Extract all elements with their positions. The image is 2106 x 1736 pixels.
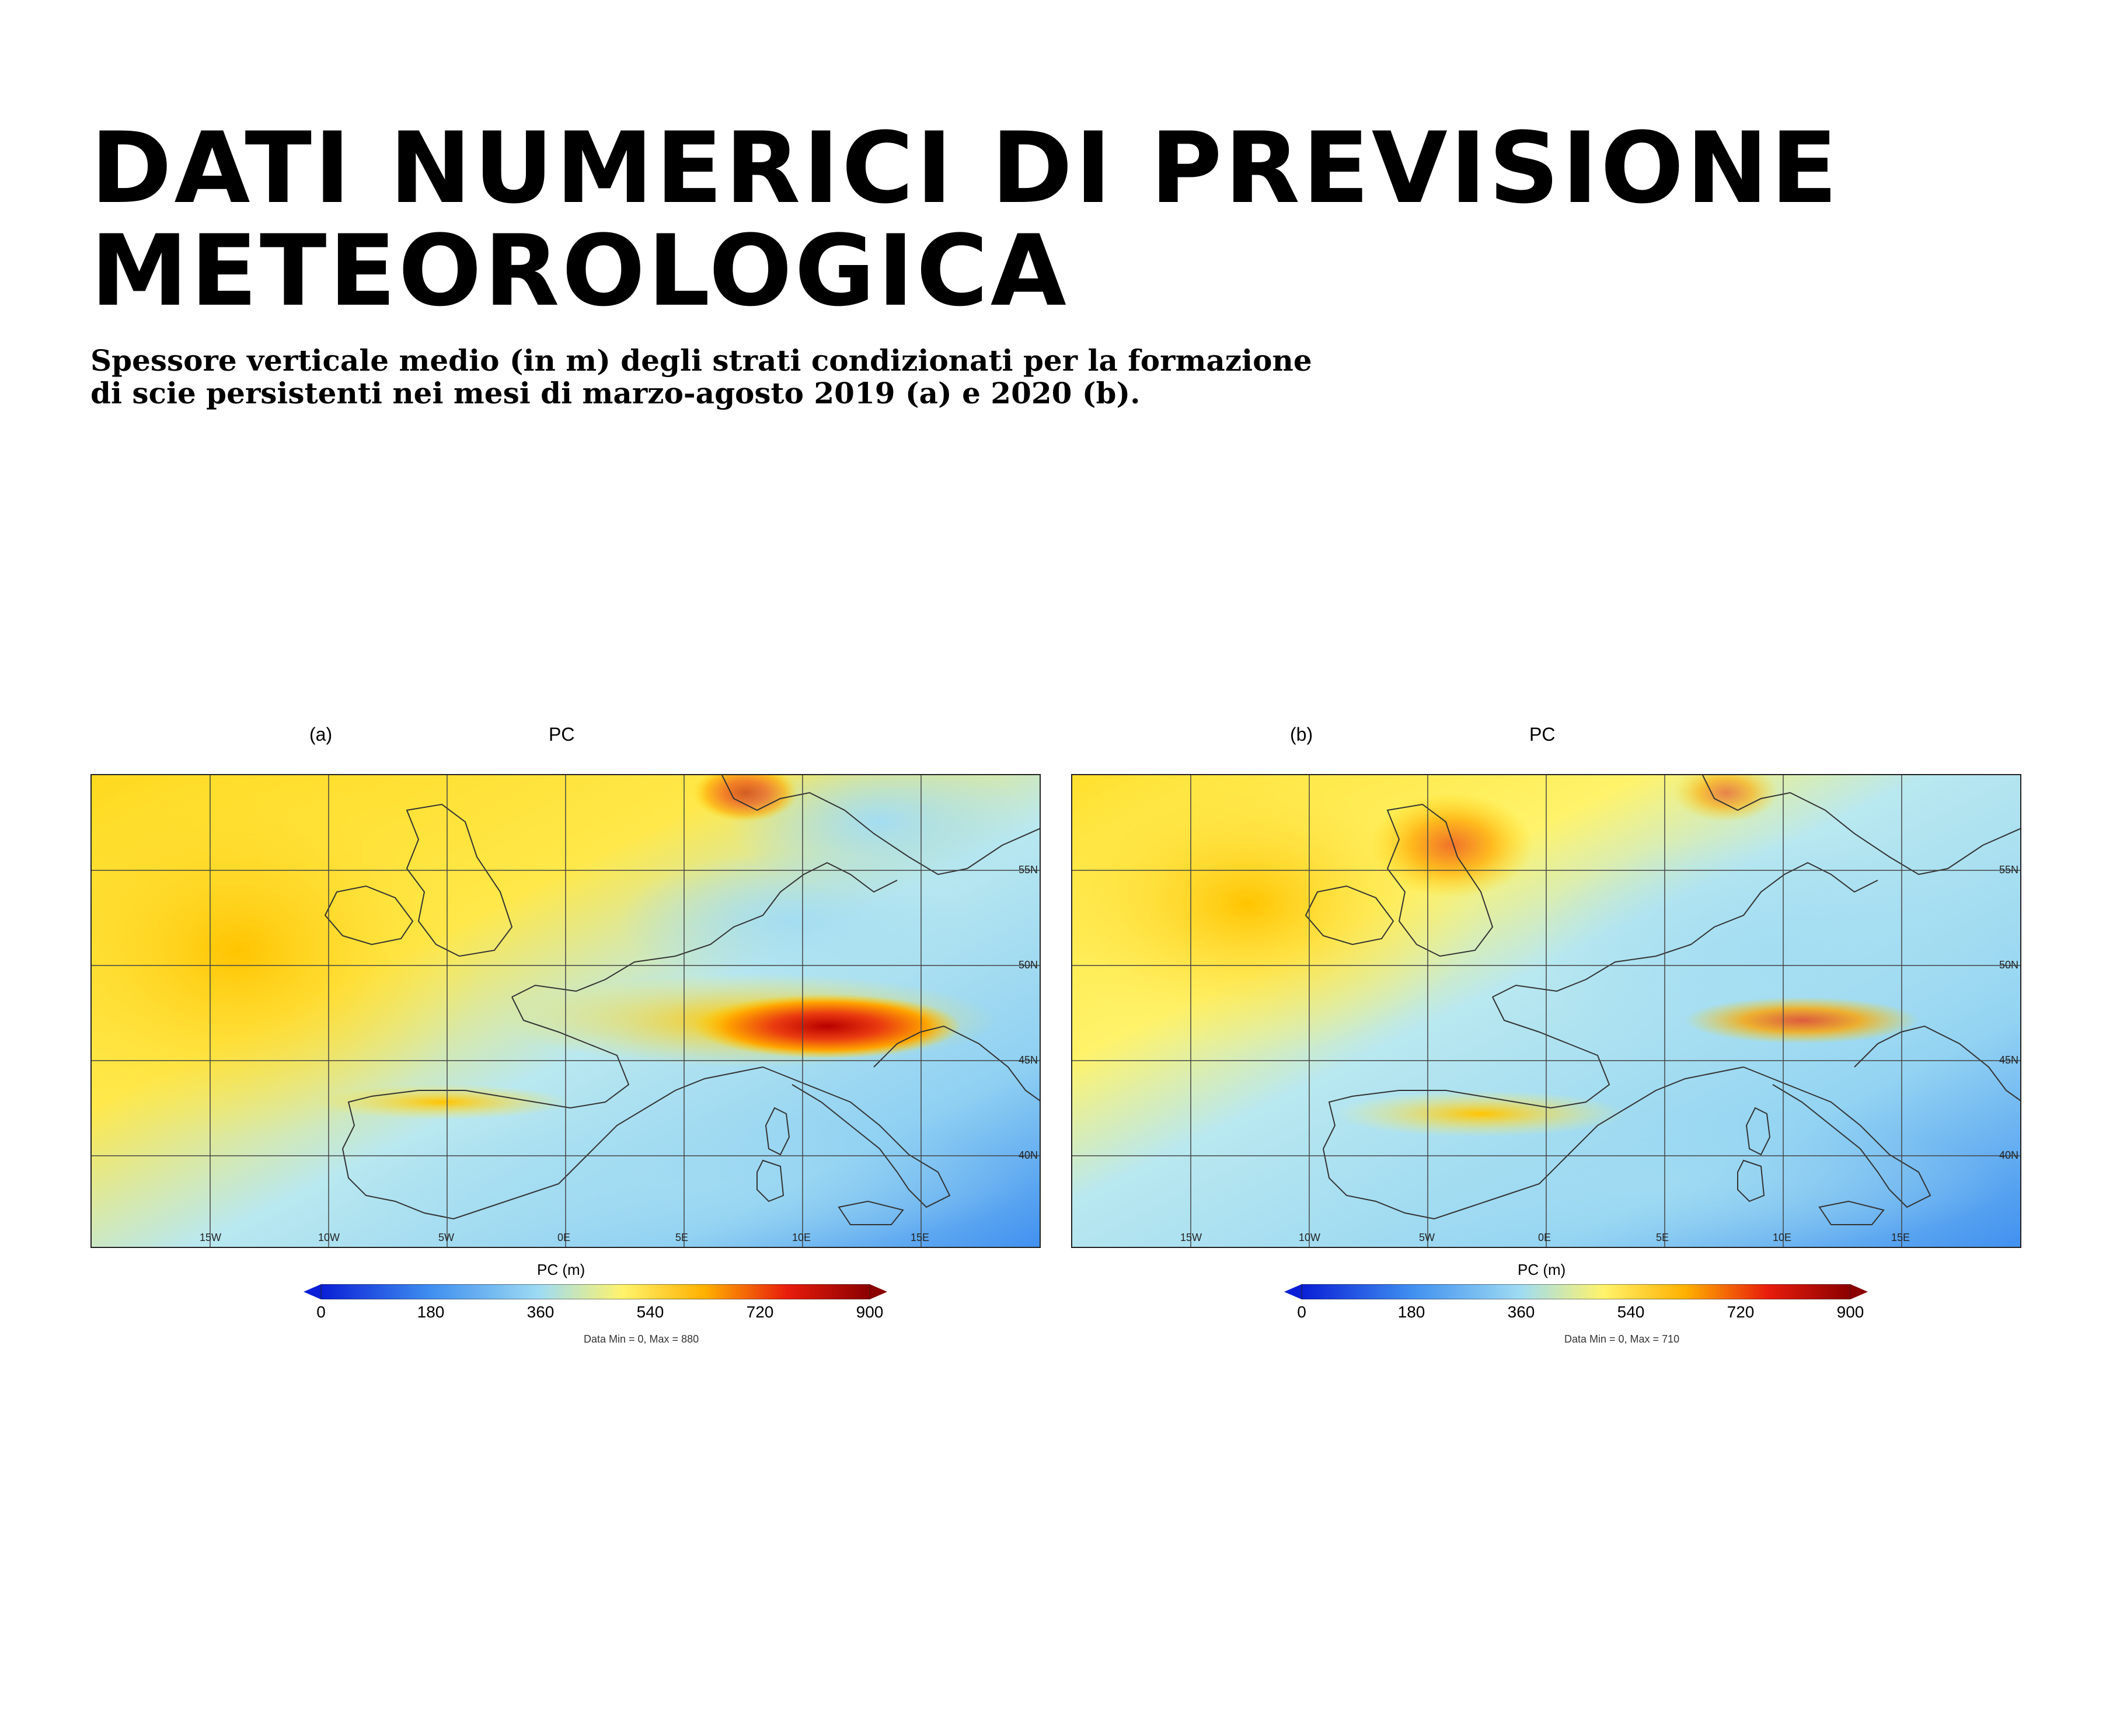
panel-variable: PC <box>1529 724 1556 745</box>
colorbar-min-arrow <box>304 1284 321 1299</box>
lon-label: 10E <box>792 1232 811 1243</box>
data-min-max: Data Min = 0, Max = 880 <box>584 1333 699 1345</box>
lat-label: 50N <box>1019 959 1038 971</box>
lon-label: 5W <box>438 1232 454 1243</box>
warm-area <box>92 775 483 1137</box>
coastlines <box>1305 775 2020 1225</box>
contrail-thickness-map: 15W 10W 5W 0E 5E 10E 15E 55N 50N 45N 40N <box>1072 775 2020 1247</box>
hotspot-north <box>1673 775 1779 822</box>
lat-label: 55N <box>1999 864 2018 876</box>
colorbar-ticks: 0 180 360 540 720 900 <box>1281 1303 1871 1326</box>
colorbar <box>1284 1284 1868 1299</box>
caption-line-2: di scie persistenti nei mesi di marzo-ag… <box>90 376 1141 410</box>
colorbar-tick: 0 <box>1297 1303 1306 1321</box>
colorbar-tick: 720 <box>746 1303 774 1321</box>
figure-caption: Spessore verticale medio (in m) degli st… <box>90 344 1491 410</box>
lat-label: 40N <box>1999 1149 2018 1161</box>
colorbar-title: PC (m) <box>537 1261 585 1278</box>
colorbar-min-arrow <box>1284 1284 1302 1299</box>
cool-area <box>728 775 1031 892</box>
lat-label: 45N <box>1999 1054 2018 1066</box>
panel-label: (b) <box>1290 724 1313 745</box>
colorbar-ticks: 0 180 360 540 720 900 <box>301 1303 890 1326</box>
lon-label: 5E <box>1656 1232 1669 1243</box>
lon-label: 10W <box>1299 1232 1320 1243</box>
lon-label: 15E <box>1891 1232 1910 1243</box>
colorbar-max-arrow <box>870 1284 887 1299</box>
warm-iberia <box>313 1085 570 1120</box>
lon-label: 15W <box>1180 1232 1202 1243</box>
lon-label: 0E <box>557 1232 570 1243</box>
cool-south <box>325 1114 1026 1247</box>
colorbar-tick: 540 <box>636 1303 664 1321</box>
colorbar <box>304 1284 887 1299</box>
colorbar-tick: 180 <box>1397 1303 1425 1321</box>
colorbar-tick: 540 <box>1617 1303 1645 1321</box>
lon-label: 10E <box>1773 1232 1791 1243</box>
lon-label: 0E <box>1538 1232 1551 1243</box>
lon-label: 5W <box>1419 1232 1435 1243</box>
lat-label: 55N <box>1019 864 1038 876</box>
panel-label: (a) <box>309 724 333 745</box>
graticule <box>92 775 1040 1247</box>
colorbar-title: PC (m) <box>1518 1261 1566 1278</box>
data-min-max: Data Min = 0, Max = 710 <box>1564 1333 1680 1345</box>
caption-line-1: Spessore verticale medio (in m) degli st… <box>90 343 1312 378</box>
page-title: DATI NUMERICI DI PREVISIONE METEOROLOGIC… <box>90 117 1840 322</box>
hotspot-alps <box>1685 997 1919 1044</box>
hotspot-north <box>693 775 798 822</box>
lat-label: 45N <box>1019 1054 1038 1066</box>
graticule <box>1072 775 2020 1247</box>
colorbar-tick: 900 <box>856 1303 884 1321</box>
lon-label: 5E <box>675 1232 688 1243</box>
contrail-thickness-map: 15W 10W 5W 0E 5E 10E 15E 55N 50N 45N 40N <box>92 775 1040 1247</box>
lon-label: 10W <box>318 1232 340 1243</box>
hotspot-scotland <box>1370 793 1533 898</box>
map-frame: 15W 10W 5W 0E 5E 10E 15E 55N 50N 45N 40N <box>90 774 1041 1248</box>
lon-label: 15E <box>911 1232 929 1243</box>
map-panel-a: (a) PC <box>70 724 1041 1366</box>
map-frame: 15W 10W 5W 0E 5E 10E 15E 55N 50N 45N 40N <box>1071 774 2021 1248</box>
title-line-1: DATI NUMERICI DI PREVISIONE <box>90 111 1840 225</box>
lat-label: 40N <box>1019 1149 1038 1161</box>
cool-south <box>1306 1114 2006 1247</box>
colorbar-tick: 0 <box>316 1303 326 1321</box>
hotspot-alps <box>693 994 961 1058</box>
panel-variable: PC <box>549 724 575 745</box>
colorbar-tick: 180 <box>417 1303 445 1321</box>
title-line-2: METEOROLOGICA <box>90 214 1069 328</box>
colorbar-tick: 720 <box>1727 1303 1755 1321</box>
lon-label: 15W <box>200 1232 221 1243</box>
colorbar-tick: 900 <box>1836 1303 1864 1321</box>
colorbar-tick: 360 <box>526 1303 555 1321</box>
map-panel-b: (b) PC <box>1051 724 2021 1366</box>
lat-label: 50N <box>1999 959 2018 971</box>
colorbar-tick: 360 <box>1507 1303 1535 1321</box>
colorbar-max-arrow <box>1850 1284 1868 1299</box>
